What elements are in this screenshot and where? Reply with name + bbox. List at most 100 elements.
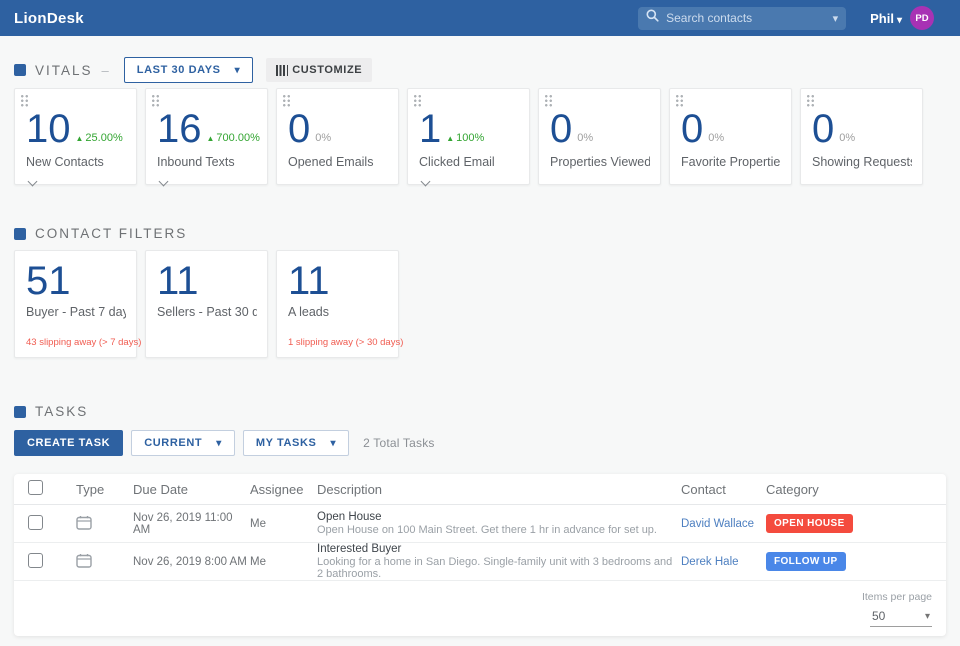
tasks-table: Type Due Date Assignee Description Conta… — [14, 474, 946, 636]
table-footer: Items per page 50 ▾ — [14, 581, 946, 627]
items-per-page-label: Items per page — [861, 591, 932, 603]
tasks-toolbar: CREATE TASK CURRENT ▾ MY TASKS ▾ 2 Total T… — [14, 430, 946, 456]
vital-value: 0 — [812, 107, 835, 151]
date-range-dropdown[interactable]: LAST 30 DAYS ▾ — [123, 57, 254, 83]
calendar-icon — [76, 553, 133, 571]
vital-delta: 0% — [839, 131, 856, 144]
vital-label: Favorite Propertie... — [681, 154, 781, 169]
up-arrow-icon: ▲ — [75, 133, 84, 143]
user-menu[interactable]: Phil ▾ — [870, 10, 902, 26]
column-header-category: Category — [766, 481, 819, 497]
drag-handle-icon[interactable] — [544, 94, 553, 107]
table-row[interactable]: Nov 26, 2019 11:00 AM Me Open House Open… — [14, 505, 946, 543]
task-description: Open House on 100 Main Street. Get there… — [317, 524, 657, 536]
vital-value: 0 — [550, 107, 573, 151]
calendar-icon — [76, 515, 133, 533]
row-checkbox[interactable] — [28, 552, 43, 568]
vital-value: 16 — [157, 107, 202, 151]
vital-card-properties-viewed: 0 0% Properties Viewed — [538, 88, 661, 185]
section-bullet-icon — [14, 64, 26, 76]
filter-label: Buyer - Past 7 days — [26, 304, 126, 319]
select-all-checkbox[interactable] — [28, 480, 43, 495]
task-owner-dropdown[interactable]: MY TASKS ▾ — [242, 430, 350, 456]
drag-handle-icon[interactable] — [20, 94, 29, 107]
filter-card-sellers[interactable]: 11 Sellers - Past 30 d... — [145, 250, 268, 358]
top-navbar: LionDesk Search contacts ▾ Phil ▾ PD — [0, 0, 960, 36]
column-header-type: Type — [76, 481, 105, 497]
filter-value: 11 — [288, 259, 330, 303]
columns-icon — [276, 64, 289, 76]
vital-delta: ▲ 100% — [446, 131, 485, 144]
vital-card-inbound-texts: 16 ▲ 700.00% Inbound Texts — [145, 88, 268, 187]
vital-value: 10 — [26, 107, 71, 151]
table-header-row: Type Due Date Assignee Description Conta… — [14, 474, 946, 505]
task-title: Interested Buyer — [317, 543, 402, 555]
vital-card-opened-emails: 0 0% Opened Emails — [276, 88, 399, 185]
chevron-down-icon[interactable] — [420, 176, 431, 187]
task-due-date: Nov 26, 2019 11:00 AM — [133, 511, 233, 536]
vital-value: 0 — [288, 107, 311, 151]
vital-card-favorite-properties: 0 0% Favorite Propertie... — [669, 88, 792, 185]
total-tasks-count: 2 Total Tasks — [363, 436, 435, 450]
chevron-down-icon: ▾ — [832, 12, 839, 25]
contact-filters-section-header: CONTACT FILTERS — [14, 226, 946, 241]
section-bullet-icon — [14, 227, 26, 240]
filter-label: A leads — [288, 304, 330, 319]
task-title: Open House — [317, 511, 382, 523]
vital-card-clicked-email: 1 ▲ 100% Clicked Email — [407, 88, 530, 187]
contact-link[interactable]: Derek Hale — [681, 555, 739, 568]
avatar[interactable]: PD — [910, 6, 934, 30]
section-bullet-icon — [14, 405, 26, 418]
chevron-down-icon[interactable] — [158, 176, 169, 187]
customize-button[interactable]: CUSTOMIZE — [266, 58, 373, 82]
vital-card-showing-requests: 0 0% Showing Requests — [800, 88, 923, 185]
drag-handle-icon[interactable] — [413, 94, 422, 107]
drag-handle-icon[interactable] — [282, 94, 291, 107]
task-status-dropdown[interactable]: CURRENT ▾ — [131, 430, 235, 456]
contact-filter-cards-row: 51 Buyer - Past 7 days 43 slipping away … — [14, 250, 946, 358]
column-header-contact: Contact — [681, 481, 726, 497]
column-header-due-date: Due Date — [133, 481, 188, 497]
filter-value: 51 — [26, 259, 71, 303]
task-description: Looking for a home in San Diego. Single-… — [317, 556, 673, 580]
contact-filters-title: CONTACT FILTERS — [35, 226, 188, 241]
collapse-dash-icon[interactable]: – — [101, 62, 109, 78]
vital-value: 1 — [419, 107, 442, 151]
tasks-title: TASKS — [35, 404, 89, 419]
drag-handle-icon[interactable] — [151, 94, 160, 107]
column-header-description: Description — [317, 481, 383, 497]
chevron-down-icon[interactable] — [27, 176, 38, 187]
vital-label: Properties Viewed — [550, 154, 650, 169]
create-task-button[interactable]: CREATE TASK — [14, 430, 124, 456]
vital-label: Showing Requests — [812, 154, 912, 169]
task-assignee: Me — [250, 517, 266, 530]
items-per-page-select[interactable]: 50 ▾ — [870, 605, 932, 627]
drag-handle-icon[interactable] — [675, 94, 684, 107]
brand-logo[interactable]: LionDesk — [14, 9, 84, 27]
tasks-section-header: TASKS — [14, 404, 946, 419]
contact-link[interactable]: David Wallace — [681, 517, 755, 530]
row-checkbox[interactable] — [28, 514, 43, 530]
category-badge: OPEN HOUSE — [766, 514, 853, 533]
drag-handle-icon[interactable] — [806, 94, 815, 107]
filter-label: Sellers - Past 30 d... — [157, 304, 257, 319]
vital-value: 0 — [681, 107, 704, 151]
table-row[interactable]: Nov 26, 2019 8:00 AM Me Interested Buyer… — [14, 543, 946, 581]
vitals-section-header: VITALS – LAST 30 DAYS ▾ CUSTOMIZE — [14, 56, 946, 84]
task-due-date: Nov 26, 2019 8:00 AM — [133, 555, 247, 568]
filter-card-a-leads[interactable]: 11 A leads 1 slipping away (> 30 days) — [276, 250, 403, 358]
vital-label: New Contacts — [26, 154, 104, 169]
vital-label: Opened Emails — [288, 154, 374, 169]
search-input[interactable]: Search contacts ▾ — [638, 6, 847, 30]
vital-card-new-contacts: 10 ▲ 25.00% New Contacts — [14, 88, 137, 187]
category-badge: FOLLOW UP — [766, 552, 846, 571]
vital-delta: ▲ 25.00% — [75, 131, 123, 144]
vital-delta: 0% — [577, 131, 594, 144]
filter-value: 11 — [157, 259, 199, 303]
filter-card-buyer[interactable]: 51 Buyer - Past 7 days 43 slipping away … — [14, 250, 141, 358]
vital-delta: 0% — [315, 131, 332, 144]
vital-label: Inbound Texts — [157, 154, 235, 169]
vitals-cards-row: 10 ▲ 25.00% New Contacts 16 ▲ 700.00% Inbo… — [14, 88, 946, 187]
vital-delta: 0% — [708, 131, 725, 144]
search-icon — [646, 9, 659, 27]
